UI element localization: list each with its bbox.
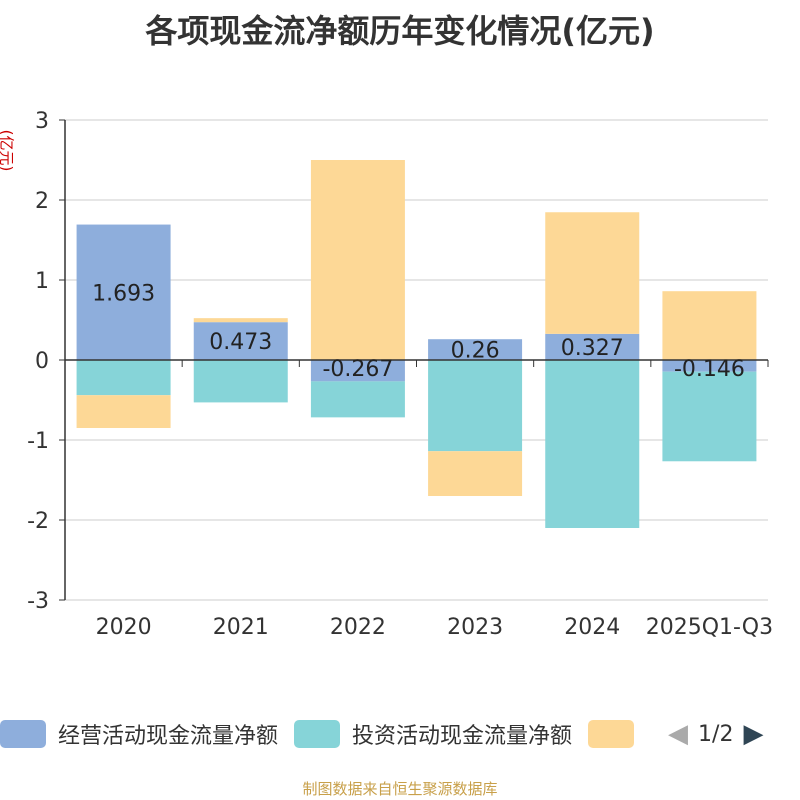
legend-swatch-operating [0, 720, 46, 748]
y-tick-label: -2 [27, 509, 49, 534]
x-tick-label-2023: 2023 [447, 615, 503, 640]
bar-operating-2020 [76, 224, 171, 360]
y-tick-label: 2 [35, 189, 49, 214]
x-tick-label-2024: 2024 [564, 615, 620, 640]
data-label-operating-2024: 0.327 [561, 336, 624, 361]
y-tick-label: -1 [27, 429, 49, 454]
bar-financing-2023 [428, 451, 523, 496]
y-tick-label: 1 [35, 269, 49, 294]
y-tick-label: -3 [27, 589, 49, 614]
bar-investing-2024 [545, 360, 640, 528]
chart-legend: 经营活动现金流量净额 投资活动现金流量净额 ◀ 1/2 ▶ [0, 716, 800, 752]
bar-investing-2023 [428, 360, 523, 452]
data-label-operating-2020: 1.693 [92, 281, 155, 306]
data-label-operating-2021: 0.473 [209, 330, 272, 355]
legend-item-financing[interactable] [588, 720, 646, 748]
legend-label-investing: 投资活动现金流量净额 [352, 724, 573, 749]
bar-investing-2021 [193, 360, 288, 403]
legend-pager: ◀ 1/2 ▶ [668, 721, 763, 747]
legend-page-indicator: 1/2 [698, 721, 734, 747]
bar-financing-2025Q1-Q3 [662, 291, 757, 360]
bar-investing-2025Q1-Q3 [662, 371, 757, 462]
x-tick-label-2022: 2022 [330, 615, 386, 640]
y-tick-label: 3 [35, 109, 49, 134]
bar-operating-2021 [193, 322, 288, 360]
legend-item-operating[interactable]: 经营活动现金流量净额 [0, 718, 278, 750]
legend-swatch-financing [588, 720, 635, 748]
bar-investing-2022 [310, 381, 405, 418]
data-label-operating-2025Q1-Q3: -0.146 [674, 357, 745, 382]
bar-financing-2021 [193, 318, 288, 323]
bar-investing-2020 [76, 360, 171, 396]
data-label-operating-2023: 0.26 [451, 339, 500, 364]
bar-financing-2024 [545, 212, 640, 334]
data-source-note: 制图数据来自恒生聚源数据库 [302, 780, 498, 798]
x-tick-label-2025Q1-Q3: 2025Q1-Q3 [646, 615, 773, 640]
bar-financing-2022 [310, 160, 405, 360]
bar-operating-2025Q1-Q3 [662, 360, 757, 372]
bar-operating-2022 [310, 360, 405, 382]
data-label-operating-2022: -0.267 [322, 357, 393, 382]
triangle-left-icon[interactable]: ◀ [668, 719, 689, 749]
x-tick-label-2021: 2021 [213, 615, 269, 640]
triangle-right-icon[interactable]: ▶ [743, 719, 764, 749]
legend-label-operating: 经营活动现金流量净额 [58, 724, 279, 749]
legend-item-investing[interactable]: 投资活动现金流量净额 [294, 718, 572, 750]
legend-swatch-investing [294, 720, 341, 748]
chart-title: 各项现金流净额历年变化情况(亿元) [145, 12, 655, 50]
bar-financing-2020 [76, 395, 171, 428]
x-tick-label-2020: 2020 [96, 615, 152, 640]
y-tick-label: 0 [35, 349, 49, 374]
bar-operating-2024 [545, 333, 640, 360]
bar-operating-2023 [428, 339, 523, 360]
